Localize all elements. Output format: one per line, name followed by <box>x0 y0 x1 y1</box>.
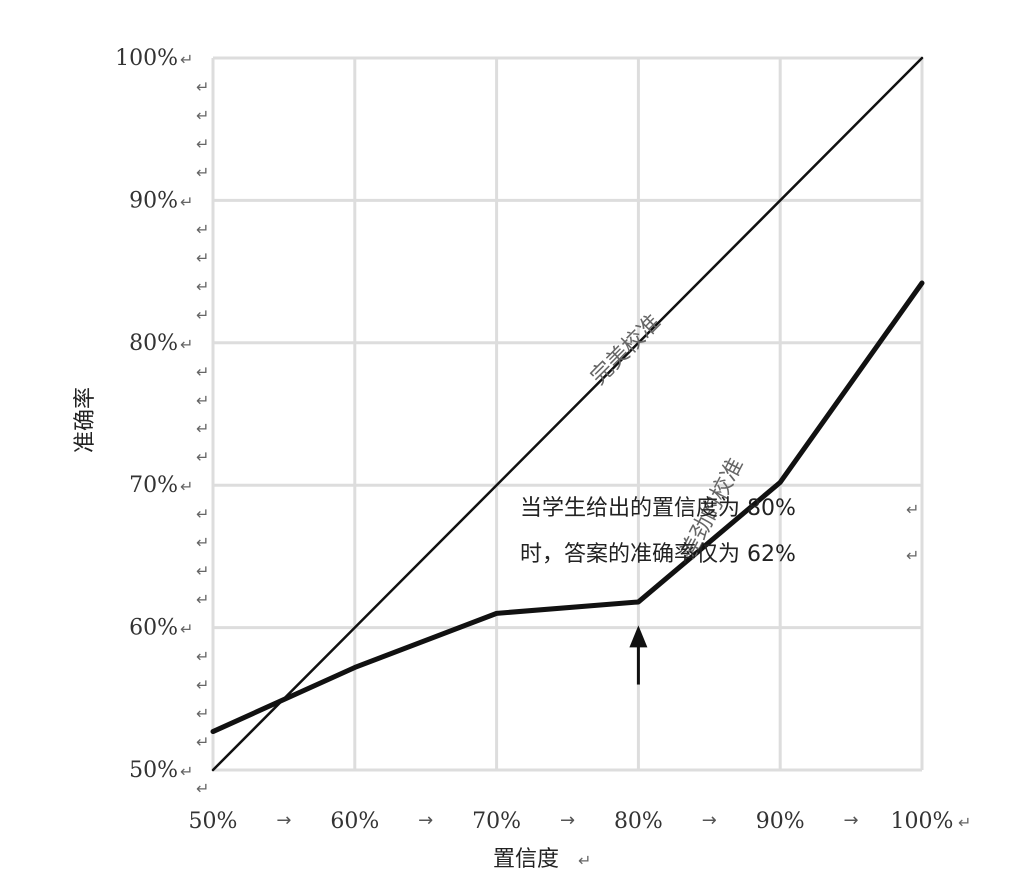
axis-return-mark: ↵ <box>196 77 209 96</box>
axis-return-mark: ↵ <box>196 106 209 125</box>
y-tick-return-mark: ↵ <box>180 50 193 69</box>
y-tick-return-mark: ↵ <box>180 192 193 211</box>
axis-return-mark: ↵ <box>196 562 209 581</box>
axis-return-mark: ↵ <box>196 391 209 410</box>
annotation-2-return-mark: ↵ <box>906 546 919 565</box>
y-tick-label: 50% <box>129 758 178 783</box>
x-tick-separator: → <box>418 810 433 831</box>
axis-return-mark: ↵ <box>196 590 209 609</box>
y-tick-label: 100% <box>115 46 178 71</box>
annotation-line-2: 时，答案的准确率仅为 62% <box>520 542 796 567</box>
axis-return-mark: ↵ <box>196 419 209 438</box>
x-tick-separator: → <box>276 810 291 831</box>
x-tick-separator: → <box>560 810 575 831</box>
axis-return-mark: ↵ <box>196 676 209 695</box>
y-tick-return-mark: ↵ <box>180 477 193 496</box>
axis-return-mark: ↵ <box>196 704 209 723</box>
axis-return-mark: ↵ <box>196 733 209 752</box>
y-tick-label: 80% <box>129 331 178 356</box>
x-tick-label: 60% <box>330 809 379 834</box>
annotation-arrow <box>629 625 648 685</box>
series-lines <box>210 56 925 772</box>
axis-return-mark: ↵ <box>196 533 209 552</box>
y-tick-return-mark: ↵ <box>180 620 193 639</box>
axis-return-mark: ↵ <box>196 163 209 182</box>
x-tick-label: 50% <box>189 809 238 834</box>
grid-lines <box>211 56 924 772</box>
x-axis-title: 置信度 <box>493 847 559 872</box>
y-tick-return-mark: ↵ <box>180 335 193 354</box>
x-axis-ticks: 50% → 60% → 70% → 80% → 90% → 100% ↵ <box>189 809 972 834</box>
axis-return-mark: ↵ <box>196 305 209 324</box>
arrow-head <box>629 625 648 648</box>
axis-return-mark: ↵ <box>196 505 209 524</box>
axis-return-mark: ↵ <box>196 779 209 798</box>
series-label-perfect-calibration: 完美校准 <box>586 310 666 390</box>
axis-return-mark: ↵ <box>196 277 209 296</box>
series-line-0 <box>211 56 924 772</box>
annotation-line-1: 当学生给出的置信度为 80% <box>520 496 796 521</box>
series-line-1 <box>210 280 925 735</box>
y-tick-label: 60% <box>129 616 178 641</box>
x-tick-separator: → <box>702 810 717 831</box>
y-tick-label: 90% <box>129 188 178 213</box>
axis-return-mark: ↵ <box>196 647 209 666</box>
x-tick-separator: → <box>844 810 859 831</box>
x-tick-label: 80% <box>614 809 663 834</box>
x-tick-label: 70% <box>472 809 521 834</box>
annotation-1-return-mark: ↵ <box>906 500 919 519</box>
y-tick-return-mark: ↵ <box>180 762 193 781</box>
x-tick-label: 100% <box>891 809 954 834</box>
x-tick-label: 90% <box>756 809 805 834</box>
axis-return-mark: ↵ <box>196 248 209 267</box>
x-tick-return-mark: ↵ <box>958 813 971 832</box>
y-tick-label: 70% <box>129 473 178 498</box>
axis-return-mark: ↵ <box>196 220 209 239</box>
y-axis-title: 准确率 <box>73 387 98 453</box>
y-axis-ticks: 50% ↵60% ↵70% ↵80% ↵90% ↵100% ↵↵↵↵↵↵↵↵↵↵↵↵↵↵↵↵… <box>115 46 209 798</box>
axis-return-mark: ↵ <box>196 362 209 381</box>
axis-return-mark: ↵ <box>196 448 209 467</box>
axis-return-mark: ↵ <box>196 134 209 153</box>
x-title-return-mark: ↵ <box>578 851 591 870</box>
